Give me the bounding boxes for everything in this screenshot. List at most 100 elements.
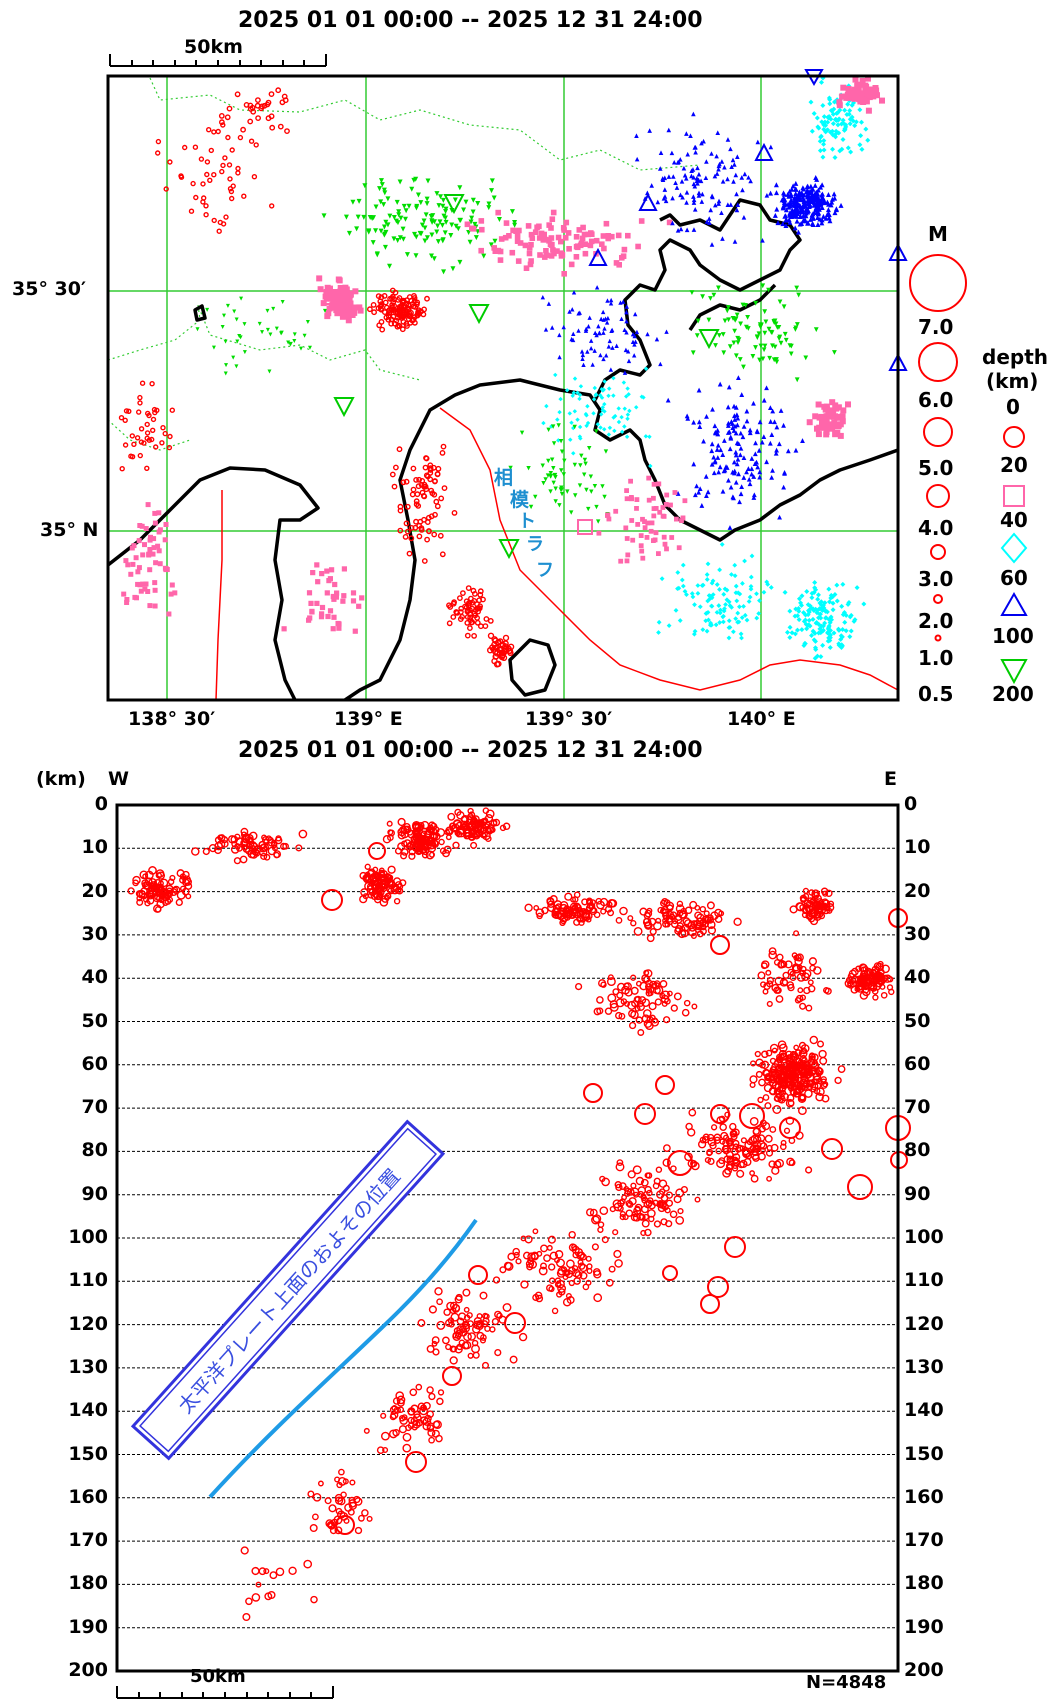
hypocenter-tri-up (661, 195, 667, 201)
hypocenter-tri-down (362, 183, 368, 189)
hypocenter-tri-up (783, 223, 789, 229)
depth-tick-left: 40 (81, 966, 108, 989)
hypocenter-circle (616, 991, 624, 999)
hypocenter-diamond (827, 101, 833, 107)
hypocenter-tri-up (803, 210, 809, 216)
hypocenter-circle (593, 1293, 603, 1303)
hypocenter-square (351, 309, 358, 316)
hypocenter-square (840, 84, 847, 91)
hypocenter-square (865, 107, 872, 114)
hypocenter-tri-down (404, 252, 410, 258)
hypocenter-diamond (834, 598, 840, 604)
hypocenter-circle (202, 847, 210, 856)
hypocenter-tri-up (715, 427, 720, 433)
hypocenter-tri-up (732, 423, 738, 429)
hypocenter-tri-up (688, 133, 693, 138)
hypocenter-tri-up (736, 471, 741, 477)
hypocenter-square (852, 76, 859, 83)
hypocenter-tri-up (751, 495, 757, 500)
hypocenter-circle (447, 604, 454, 610)
hypocenter-diamond (820, 154, 826, 160)
hypocenter-tri-up (832, 210, 838, 216)
hypocenter-square (478, 247, 484, 254)
hypocenter-tri-up (674, 185, 680, 190)
hypocenter-tri-up (735, 154, 740, 159)
hypocenter-tri-down (461, 207, 467, 213)
hypocenter-circle (235, 165, 241, 172)
hypocenter-circle (489, 1326, 496, 1333)
hypocenter-square (874, 92, 880, 99)
hypocenter-circle (648, 1002, 657, 1011)
hypocenter-circle (415, 502, 422, 509)
hypocenter-circle (591, 1243, 599, 1251)
hypocenter-circle (536, 1250, 543, 1257)
hypocenter-circle (451, 510, 458, 516)
hypocenter-square (320, 300, 327, 307)
hypocenter-circle (437, 532, 444, 539)
hypocenter-tri-up (829, 196, 835, 202)
hypocenter-square (836, 99, 843, 106)
hypocenter-tri-up (778, 408, 784, 413)
hypocenter-circle (432, 1348, 440, 1356)
hypocenter-circle (582, 1283, 590, 1291)
hypocenter-circle (408, 525, 415, 531)
hypocenter-tri-up (761, 434, 767, 440)
hypocenter-tri-up (787, 212, 793, 218)
hypocenter-tri-up (793, 206, 799, 212)
hypocenter-circle (222, 155, 228, 161)
depth-tick-left: 160 (68, 1485, 108, 1508)
hypocenter-circle (450, 614, 457, 620)
hypocenter-tri-up (772, 212, 778, 218)
hypocenter-diamond (820, 623, 826, 629)
hypocenter-tri-up (780, 204, 786, 210)
hypocenter-square (335, 276, 342, 283)
hypocenter-tri-up (694, 483, 700, 489)
hypocenter-tri-up (785, 448, 791, 454)
hypocenter-tri-up (675, 227, 681, 233)
hypocenter-tri-up (746, 175, 751, 180)
magnitude-2: 2.0 (918, 609, 954, 633)
hypocenter-tri-up (709, 461, 715, 467)
hypocenter-circle (191, 847, 200, 856)
hypocenter-circle (438, 495, 445, 502)
hypocenter-tri-up (680, 194, 685, 200)
hypocenter-square (566, 246, 572, 252)
hypocenter-tri-up (739, 484, 745, 489)
hypocenter-circle (436, 1320, 446, 1330)
hypocenter-square (316, 275, 323, 282)
hypocenter-diamond (817, 148, 823, 154)
hypocenter-circle (415, 483, 422, 490)
hypocenter-circle (540, 1244, 548, 1253)
hypocenter-circle (568, 1230, 576, 1239)
hypocenter-diamond (832, 591, 838, 597)
hypocenter-circle (215, 128, 221, 135)
hypocenter-tri-up (727, 446, 733, 452)
hypocenter-circle (416, 522, 423, 529)
hypocenter-square (613, 260, 620, 266)
hypocenter-circle (585, 1255, 592, 1262)
magnitude-7: 7.0 (918, 315, 954, 339)
hypocenter-circle (548, 1263, 556, 1271)
hypocenter-tri-down (435, 223, 441, 229)
hypocenter-circle (643, 969, 650, 976)
hypocenter-circle (234, 91, 241, 98)
hypocenter-tri-up (739, 175, 745, 180)
hypocenter-circle (415, 309, 421, 315)
hypocenter-tri-up (818, 184, 824, 190)
hypocenter-circle (483, 616, 490, 622)
depth-tick-right: 0 (904, 793, 918, 815)
hypocenter-square (851, 86, 858, 93)
hypocenter-tri-up (810, 213, 816, 219)
hypocenter-tri-down (406, 203, 412, 209)
hypocenter-tri-down (481, 253, 487, 259)
hypocenter-square (621, 246, 628, 253)
hypocenter-circle (807, 979, 814, 986)
hypocenter-tri-up (677, 157, 683, 162)
hypocenter-circle (361, 1509, 369, 1517)
hypocenter-circle (380, 1412, 387, 1419)
hypocenter-tri-up (787, 188, 793, 194)
hypocenter-tri-up (695, 165, 700, 171)
hypocenter-tri-up (783, 207, 789, 213)
hypocenter-tri-up (733, 452, 739, 458)
hypocenter-circle (428, 513, 435, 520)
